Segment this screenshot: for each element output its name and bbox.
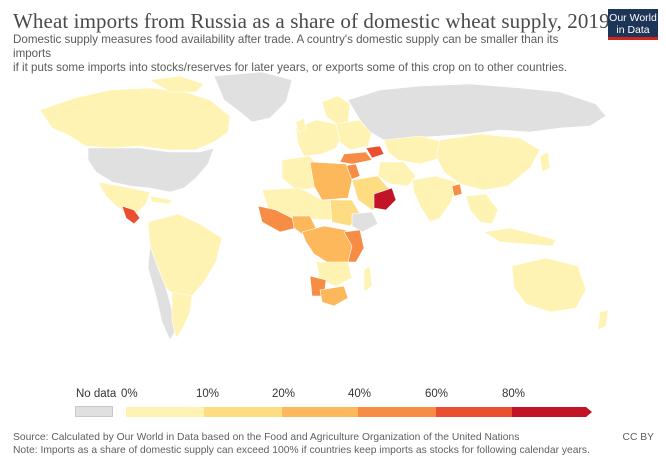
legend-bin-80-plus[interactable]	[512, 407, 592, 417]
world-map	[0, 70, 666, 382]
world-map-svg	[39, 71, 609, 341]
legend-label-10: 10%	[196, 388, 220, 400]
legend-bin-10-20[interactable]	[204, 407, 282, 417]
caucasus[interactable]	[365, 145, 385, 159]
greenland[interactable]	[213, 71, 293, 123]
usa[interactable]	[87, 147, 215, 193]
madagascar[interactable]	[363, 265, 373, 293]
uk-ireland[interactable]	[295, 117, 307, 133]
legend-no-data-label: No data	[76, 388, 117, 400]
japan[interactable]	[539, 151, 551, 173]
bangladesh[interactable]	[451, 183, 463, 197]
subtitle-line-1: Domestic supply measures food availabili…	[13, 33, 559, 60]
legend-label-0: 0%	[121, 388, 138, 400]
legend-bin-60-80[interactable]	[436, 407, 512, 417]
chart-subtitle: Domestic supply measures food availabili…	[13, 33, 593, 75]
chart-title: Wheat imports from Russia as a share of …	[13, 9, 610, 33]
legend-bin-40-60[interactable]	[358, 407, 436, 417]
east-africa[interactable]	[343, 229, 365, 263]
oman-yemen[interactable]	[373, 187, 397, 211]
legend-label-60: 60%	[425, 388, 449, 400]
legend-label-80: 80%	[502, 388, 526, 400]
central-asia[interactable]	[383, 135, 445, 165]
horn-of-africa[interactable]	[351, 211, 379, 233]
map-legend: No data 0% 10% 20% 40% 60% 80%	[0, 388, 666, 418]
new-zealand[interactable]	[597, 309, 609, 331]
logo-line-1: Our World	[609, 12, 657, 24]
logo-line-2: in Data	[616, 24, 650, 36]
scandinavia[interactable]	[321, 95, 351, 125]
legend-label-20: 20%	[272, 388, 296, 400]
legend-color-scale	[126, 407, 592, 417]
subtitle-line-2: if it puts some imports into stocks/rese…	[13, 61, 568, 74]
libya-egypt[interactable]	[309, 161, 353, 201]
australia[interactable]	[511, 257, 587, 313]
arctic-islands[interactable]	[149, 75, 205, 93]
legend-label-40: 40%	[348, 388, 372, 400]
legend-no-data-swatch[interactable]	[75, 406, 113, 417]
caribbean[interactable]	[149, 195, 173, 205]
license-label[interactable]: CC BY	[622, 432, 654, 443]
mexico[interactable]	[97, 181, 151, 215]
russia[interactable]	[347, 83, 607, 141]
legend-bin-0-10[interactable]	[126, 407, 204, 417]
owid-logo[interactable]: Our World in Data	[608, 9, 658, 40]
southeast-asia[interactable]	[465, 193, 499, 225]
turkey[interactable]	[339, 151, 373, 165]
south-america-west[interactable]	[147, 245, 177, 341]
central-america[interactable]	[121, 205, 141, 225]
south-africa[interactable]	[319, 285, 349, 307]
india[interactable]	[411, 175, 457, 223]
china-mongolia[interactable]	[435, 133, 541, 191]
legend-bin-20-40[interactable]	[282, 407, 358, 417]
indonesia[interactable]	[483, 227, 557, 247]
imports-note: Note: Imports as a share of domestic sup…	[13, 444, 590, 456]
chart-footer: Source: Calculated by Our World in Data …	[13, 432, 613, 457]
canada[interactable]	[39, 87, 231, 151]
source-note: Source: Calculated by Our World in Data …	[13, 432, 520, 443]
argentina[interactable]	[171, 291, 193, 339]
europe-west[interactable]	[295, 119, 343, 157]
